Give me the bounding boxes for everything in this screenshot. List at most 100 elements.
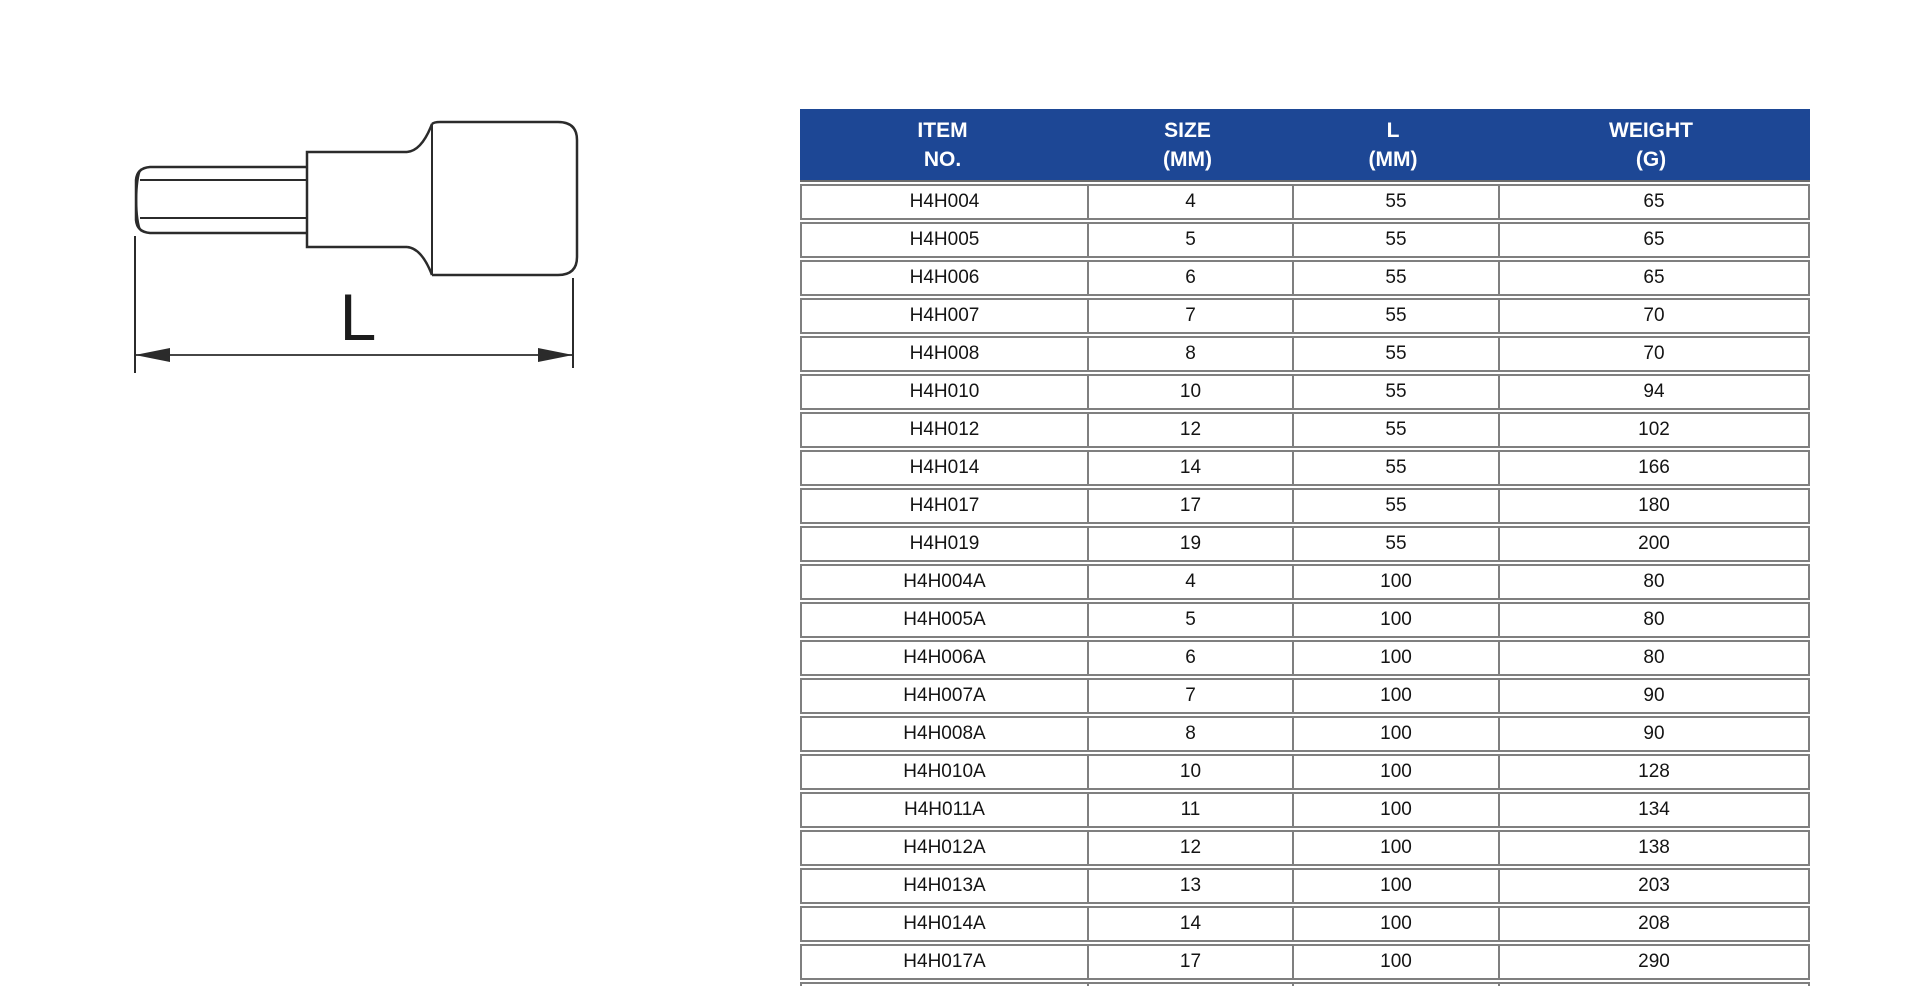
cell-l: 55 (1292, 224, 1498, 256)
collar (305, 150, 407, 249)
cell-weight: 102 (1498, 414, 1808, 446)
cell-l: 55 (1292, 300, 1498, 332)
cell-size: 14 (1087, 452, 1292, 484)
cell-l: 100 (1292, 680, 1498, 712)
cell-weight: 180 (1498, 490, 1808, 522)
cell-item-no: H4H013A (903, 875, 986, 896)
table-row: H4H008A 8 100 90 (800, 716, 1810, 752)
cell-l (1292, 984, 1498, 986)
cell-l: 55 (1292, 528, 1498, 560)
cell-item-no: H4H014 (909, 457, 980, 478)
cell-weight: 80 (1498, 642, 1808, 674)
bit-shaft (134, 165, 307, 235)
socket-body (431, 120, 579, 277)
cell-item-no: H4H005A (903, 609, 986, 630)
cell-l: 100 (1292, 908, 1498, 940)
cell-size: 17 (1087, 946, 1292, 978)
table-row: H4H013A 13 100 203 (800, 868, 1810, 904)
table-row: H4H004 4 55 65 (800, 184, 1810, 220)
cell-item-no: H4H019 (909, 533, 980, 554)
cell-size: 4 (1087, 566, 1292, 598)
cell-size (1087, 984, 1292, 986)
cell-weight: 70 (1498, 338, 1808, 370)
cell-item-no: H4H010A (903, 761, 986, 782)
cell-l: 100 (1292, 832, 1498, 864)
table-row: H4H014 14 55 166 (800, 450, 1810, 486)
cell-item-no: H4H007A (903, 685, 986, 706)
table-row: H4H005 5 55 65 (800, 222, 1810, 258)
table-row: H4H011A 11 100 134 (800, 792, 1810, 828)
dimension-annotation (134, 236, 574, 373)
table-row: H4H006A 6 100 80 (800, 640, 1810, 676)
cell-l: 55 (1292, 490, 1498, 522)
table-row: H4H007A 7 100 90 (800, 678, 1810, 714)
dimension-label-L: L (340, 280, 377, 354)
cell-weight: 138 (1498, 832, 1808, 864)
cell-item-no: H4H004A (903, 571, 986, 592)
cell-weight: 208 (1498, 908, 1808, 940)
cell-size: 5 (1087, 224, 1292, 256)
cell-l: 100 (1292, 642, 1498, 674)
table-row: H4H010A 10 100 128 (800, 754, 1810, 790)
header-weight-line2: (G) (1635, 147, 1667, 171)
cell-item-no: H4H007 (909, 305, 980, 326)
header-size-line1: SIZE (1164, 118, 1211, 142)
cell-size: 17 (1087, 490, 1292, 522)
cell-size: 13 (1087, 870, 1292, 902)
cell-item-no: H4H010 (909, 381, 980, 402)
table-row: H4H007 7 55 70 (800, 298, 1810, 334)
cell-weight: 94 (1498, 376, 1808, 408)
cell-size: 4 (1087, 186, 1292, 218)
cell-weight (1498, 984, 1808, 986)
flare-bottom (406, 245, 434, 276)
cell-size: 6 (1087, 642, 1292, 674)
arrowhead-right-icon (538, 348, 573, 362)
table-header-row: ITEM NO. SIZE (MM) L (MM) WEIGHT (G) (800, 109, 1810, 182)
table-row: H4H010 10 55 94 (800, 374, 1810, 410)
cell-l: 55 (1292, 376, 1498, 408)
table-row: H4H004A 4 100 80 (800, 564, 1810, 600)
cell-weight: 80 (1498, 566, 1808, 598)
cell-item-no: H4H012 (909, 419, 980, 440)
cell-l: 100 (1292, 604, 1498, 636)
cell-l: 100 (1292, 566, 1498, 598)
cell-l: 100 (1292, 870, 1498, 902)
cell-l: 55 (1292, 262, 1498, 294)
header-size: SIZE (MM) (1085, 109, 1290, 180)
table-row: H4H017 17 55 180 (800, 488, 1810, 524)
cell-l: 55 (1292, 186, 1498, 218)
cell-l: 100 (1292, 946, 1498, 978)
table-row: H4H005A 5 100 80 (800, 602, 1810, 638)
cell-item-no: H4H004 (909, 191, 980, 212)
cell-size: 5 (1087, 604, 1292, 636)
header-weight-line1: WEIGHT (1609, 118, 1693, 142)
table-body: H4H004 4 55 65 H4H005 5 55 65 H4H006 6 5… (800, 184, 1810, 980)
cell-item-no: H4H014A (903, 913, 986, 934)
cell-item-no: H4H008 (909, 343, 980, 364)
cell-weight: 70 (1498, 300, 1808, 332)
table-row-partial (800, 982, 1810, 986)
cell-weight: 166 (1498, 452, 1808, 484)
cell-l: 55 (1292, 338, 1498, 370)
cell-size: 8 (1087, 718, 1292, 750)
header-weight: WEIGHT (G) (1496, 109, 1806, 180)
table-row: H4H008 8 55 70 (800, 336, 1810, 372)
cell-weight: 200 (1498, 528, 1808, 560)
cell-size: 14 (1087, 908, 1292, 940)
cell-size: 11 (1087, 794, 1292, 826)
cell-l: 100 (1292, 794, 1498, 826)
cell-item-no: H4H006A (903, 647, 986, 668)
flare-top (406, 123, 434, 154)
cell-weight: 65 (1498, 186, 1808, 218)
cell-item-no: H4H006 (909, 267, 980, 288)
cell-size: 12 (1087, 832, 1292, 864)
hex-bit-socket-drawing: L (134, 120, 579, 373)
table-row: H4H006 6 55 65 (800, 260, 1810, 296)
header-item-line2: NO. (923, 147, 962, 171)
spec-table: ITEM NO. SIZE (MM) L (MM) WEIGHT (G) H4H… (800, 109, 1810, 986)
header-size-line2: (MM) (1163, 147, 1212, 171)
header-l-line1: L (1386, 118, 1400, 142)
cell-weight: 290 (1498, 946, 1808, 978)
socket-outline (134, 120, 579, 277)
